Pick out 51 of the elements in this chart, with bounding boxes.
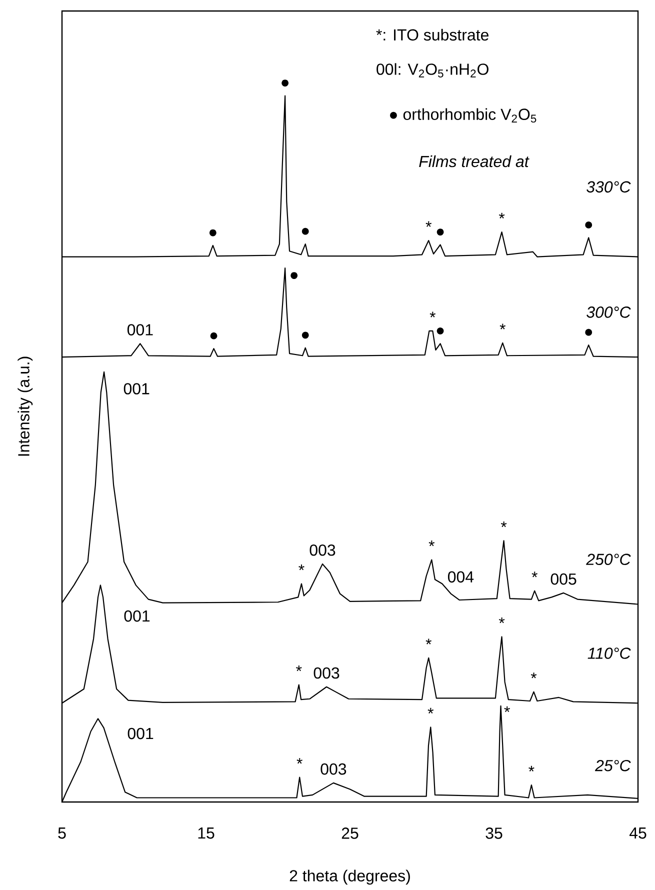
x-tick-label: 25 xyxy=(342,828,358,839)
annotation: 001 xyxy=(124,610,150,622)
text: 330°C xyxy=(586,181,631,193)
annotation: 005 xyxy=(550,573,576,585)
annotation: * xyxy=(504,706,510,712)
annotation: ● xyxy=(209,229,216,236)
annotation: * xyxy=(500,324,506,330)
annotation: ● xyxy=(302,332,309,339)
annotation: ● xyxy=(436,327,444,334)
annotation: ● xyxy=(282,80,289,86)
annotation: ● xyxy=(290,272,298,279)
annotation: ● orthorhombic V$_{2}$O$_{5}$ xyxy=(390,108,536,123)
annotation: * xyxy=(500,521,507,528)
annotation: * xyxy=(530,672,537,678)
annotation: Films treated at xyxy=(419,155,530,168)
series-label: 300°C xyxy=(586,306,631,318)
annotation: * xyxy=(532,572,538,578)
annotation: ● xyxy=(585,328,592,336)
x-tick-label: 35 xyxy=(486,828,502,839)
annotation: * xyxy=(296,758,302,764)
annotation: 003 xyxy=(320,763,346,775)
annotation: * xyxy=(428,708,434,714)
annotation: ● xyxy=(585,222,592,228)
x-tick-label: 15 xyxy=(198,828,214,839)
annotation: * xyxy=(296,666,302,672)
text: 250°C xyxy=(586,554,631,566)
annotation: 001 xyxy=(127,324,153,336)
annotation: 001 xyxy=(124,383,150,394)
text: *: ITO substrate xyxy=(376,28,488,41)
text: 00l: V$_{2}$O$_{5}$·nH$_{2}$O xyxy=(376,63,488,78)
x-axis-title: 2 theta (degrees) xyxy=(290,870,410,885)
annotation: * xyxy=(298,564,304,570)
y-axis-title: Intensity (a.u.) xyxy=(18,356,33,456)
annotation: 003 xyxy=(310,544,336,556)
annotation: ● xyxy=(210,332,218,340)
x-tick-label: 45 xyxy=(629,828,646,839)
annotation: * xyxy=(498,618,505,624)
x-tick-label: 5 xyxy=(58,828,66,839)
annotation: * xyxy=(426,221,432,227)
annotation: * xyxy=(498,212,505,218)
annotation: ● xyxy=(436,228,444,236)
annotation: * xyxy=(430,312,436,318)
text: 110°C xyxy=(588,648,631,659)
annotation: ● xyxy=(302,228,309,235)
annotation: 004 xyxy=(448,571,474,583)
annotation: * xyxy=(426,638,432,644)
annotation: * xyxy=(528,766,534,772)
annotation: 001 xyxy=(128,728,154,740)
annotation: 003 xyxy=(314,667,340,679)
series-label: 25°C xyxy=(594,760,631,772)
annotation: * xyxy=(428,540,435,546)
